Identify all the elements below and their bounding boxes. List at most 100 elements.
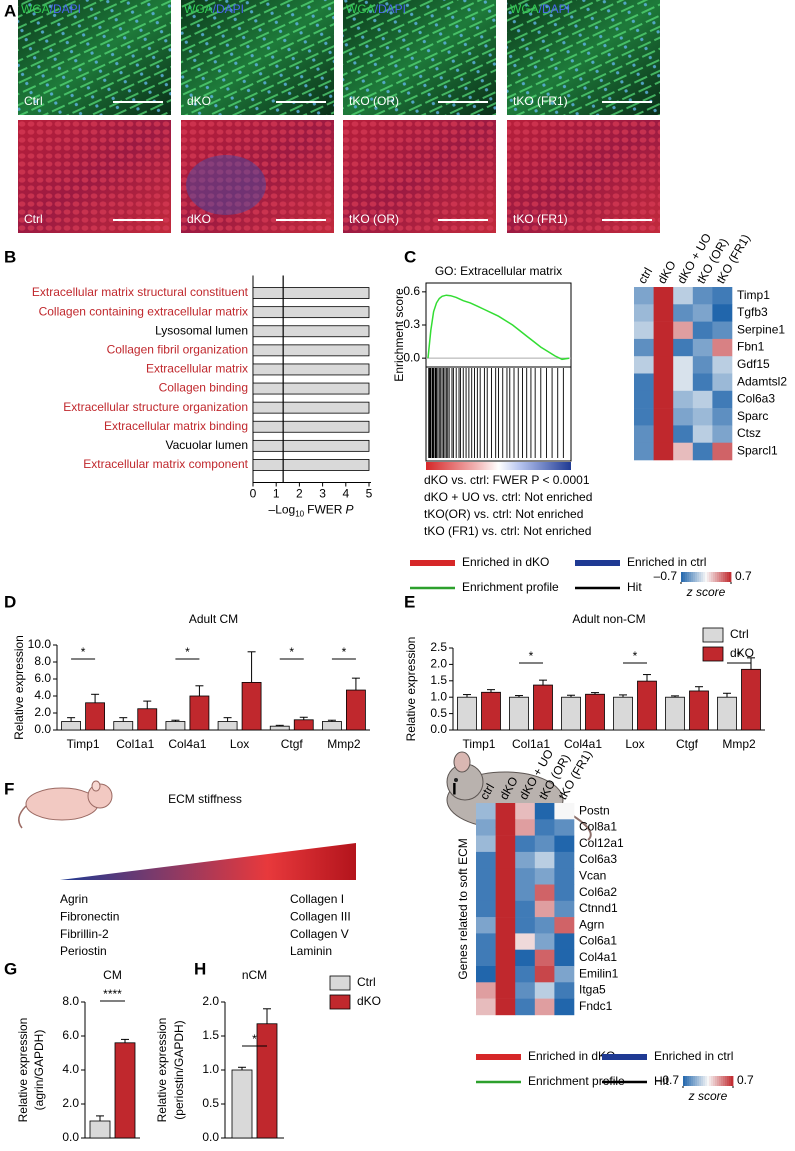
colorbar-segment xyxy=(701,1076,704,1086)
bar xyxy=(637,680,657,731)
heatmap-cell xyxy=(495,933,516,950)
heatmap-cell xyxy=(712,356,733,374)
row-label: Ctnnd1 xyxy=(579,901,618,915)
bar xyxy=(241,682,262,731)
stiff-ecm-item: Collagen V xyxy=(290,927,349,941)
bar xyxy=(189,695,210,731)
stain-label-part: /DAPI xyxy=(539,2,570,16)
stain-label-part: WGA xyxy=(346,2,375,16)
colorbar-segment xyxy=(711,1076,714,1086)
x-tick-label: Ctgf xyxy=(676,737,699,751)
colorbar-segment xyxy=(719,1076,722,1086)
bar xyxy=(85,702,105,731)
bar xyxy=(252,325,370,338)
heatmap-cell xyxy=(476,917,496,934)
heatmap-cell xyxy=(712,390,733,409)
x-tick-label: Timp1 xyxy=(67,737,100,751)
heatmap-cell xyxy=(534,835,555,853)
colorbar-segment xyxy=(709,572,712,582)
legend-label: Enriched in ctrl xyxy=(627,555,706,569)
heatmap-cell xyxy=(534,933,555,950)
x-tick-label: Lox xyxy=(625,737,644,751)
bar xyxy=(717,696,737,731)
bar xyxy=(481,691,501,731)
legend-swatch xyxy=(410,560,455,566)
heatmap-cell xyxy=(634,442,654,461)
legend-label: Enrichment profile xyxy=(528,1074,625,1088)
heatmap-cell xyxy=(476,803,496,820)
colorbar-segment xyxy=(713,572,716,582)
heatmap-cell xyxy=(634,304,654,322)
bar xyxy=(252,439,370,452)
colorbar-tick-label: 0.7 xyxy=(735,569,752,583)
y-tick-label: 1.5 xyxy=(430,673,447,687)
stain-label-part: /DAPI xyxy=(213,2,244,16)
soft-ecm-item: Fibronectin xyxy=(60,909,119,923)
bar xyxy=(252,401,370,414)
heatmap-cell xyxy=(515,998,536,1016)
row-label: Ctsz xyxy=(737,426,761,440)
heatmap-cell xyxy=(515,868,536,885)
colorbar-segment xyxy=(725,572,728,582)
colorbar-segment xyxy=(713,1076,716,1086)
heatmap-cell xyxy=(476,900,496,918)
category-label: Collagen containing extracellular matrix xyxy=(39,304,248,318)
heatmap-cell xyxy=(534,917,555,934)
stat-line: tKO(OR) vs. ctrl: Not enriched xyxy=(424,507,583,521)
significance-label: * xyxy=(81,645,86,659)
x-tick-label: Mmp2 xyxy=(327,737,361,751)
heatmap-cell xyxy=(476,884,496,902)
heatmap-cell xyxy=(515,835,536,853)
chart-title: CM xyxy=(103,968,122,982)
heatmap-cell xyxy=(495,917,516,934)
stiff-ecm-item: Laminin xyxy=(290,944,332,958)
category-label: Extracellular matrix binding xyxy=(104,419,248,433)
heatmap-cell xyxy=(712,321,733,340)
heatmap-cell xyxy=(495,966,516,983)
plot-frame xyxy=(425,282,572,462)
category-label: Collagen fibril organization xyxy=(107,343,248,357)
significance-label: * xyxy=(185,645,190,659)
legend-label: Enriched in dKO xyxy=(462,555,549,569)
colorbar-segment xyxy=(723,572,726,582)
colorbar-segment xyxy=(705,572,708,582)
stiffness-gradient xyxy=(60,843,356,880)
colorbar-segment xyxy=(701,572,704,582)
x-axis-label: –Log10 FWER P xyxy=(269,503,354,519)
bar xyxy=(665,696,685,731)
row-label: Emilin1 xyxy=(579,966,619,980)
column-label: ctrl xyxy=(635,265,655,286)
colorbar-segment xyxy=(693,1076,696,1086)
category-label: Extracellular matrix structural constitu… xyxy=(32,285,249,299)
y-axis-label: (periostin/GAPDH) xyxy=(172,1020,186,1119)
heatmap-cell xyxy=(692,338,713,357)
row-label: Adamtsl2 xyxy=(737,374,787,388)
y-axis-label: Genes related to soft ECM xyxy=(456,838,470,979)
colorbar-segment xyxy=(725,1076,728,1086)
heatmap-cell xyxy=(495,949,516,967)
bar xyxy=(509,696,529,731)
heatmap-cell xyxy=(692,304,713,322)
heatmap-cell xyxy=(653,356,674,374)
significance-label: * xyxy=(529,649,534,663)
stain-label-part: /DAPI xyxy=(50,2,81,16)
y-tick-label: 1.0 xyxy=(430,689,447,703)
heatmap-cell xyxy=(673,408,694,426)
colorbar-segment xyxy=(689,572,692,582)
heatmap-cell xyxy=(534,949,555,967)
category-label: Extracellular structure organization xyxy=(63,400,248,414)
colorbar-tick-label: 0.7 xyxy=(737,1073,754,1087)
heatmap-cell xyxy=(712,287,733,305)
colorbar-segment xyxy=(695,572,698,582)
bar xyxy=(114,1042,136,1139)
heatmap-cell xyxy=(476,998,496,1016)
x-tick-label: 0 xyxy=(250,487,257,501)
heatmap-cell xyxy=(653,338,674,357)
x-tick-label: 2 xyxy=(296,487,303,501)
heatmap-cell xyxy=(515,851,536,869)
bar xyxy=(252,363,370,376)
panel-letter: F xyxy=(4,779,14,798)
bar xyxy=(741,668,761,731)
heatmap-cell xyxy=(673,338,694,357)
y-tick-label: 0.0 xyxy=(430,722,447,736)
